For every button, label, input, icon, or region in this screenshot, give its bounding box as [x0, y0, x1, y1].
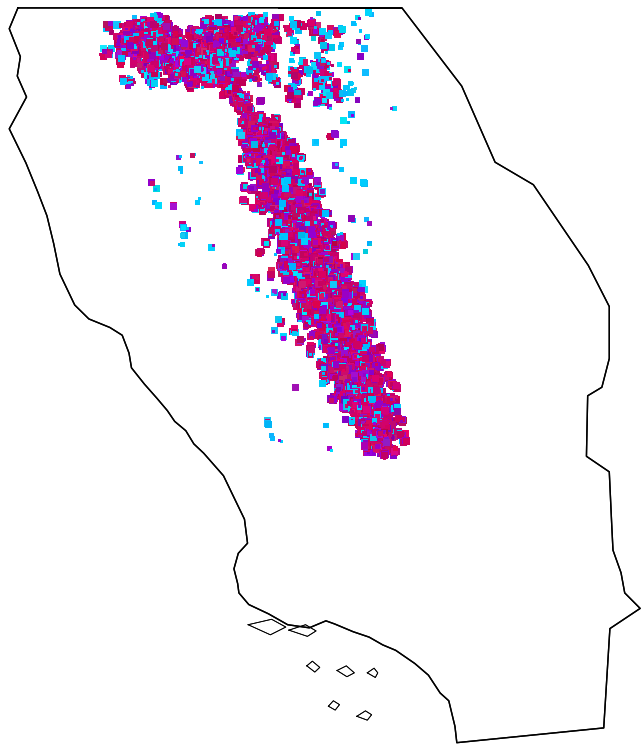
Polygon shape [9, 7, 640, 743]
